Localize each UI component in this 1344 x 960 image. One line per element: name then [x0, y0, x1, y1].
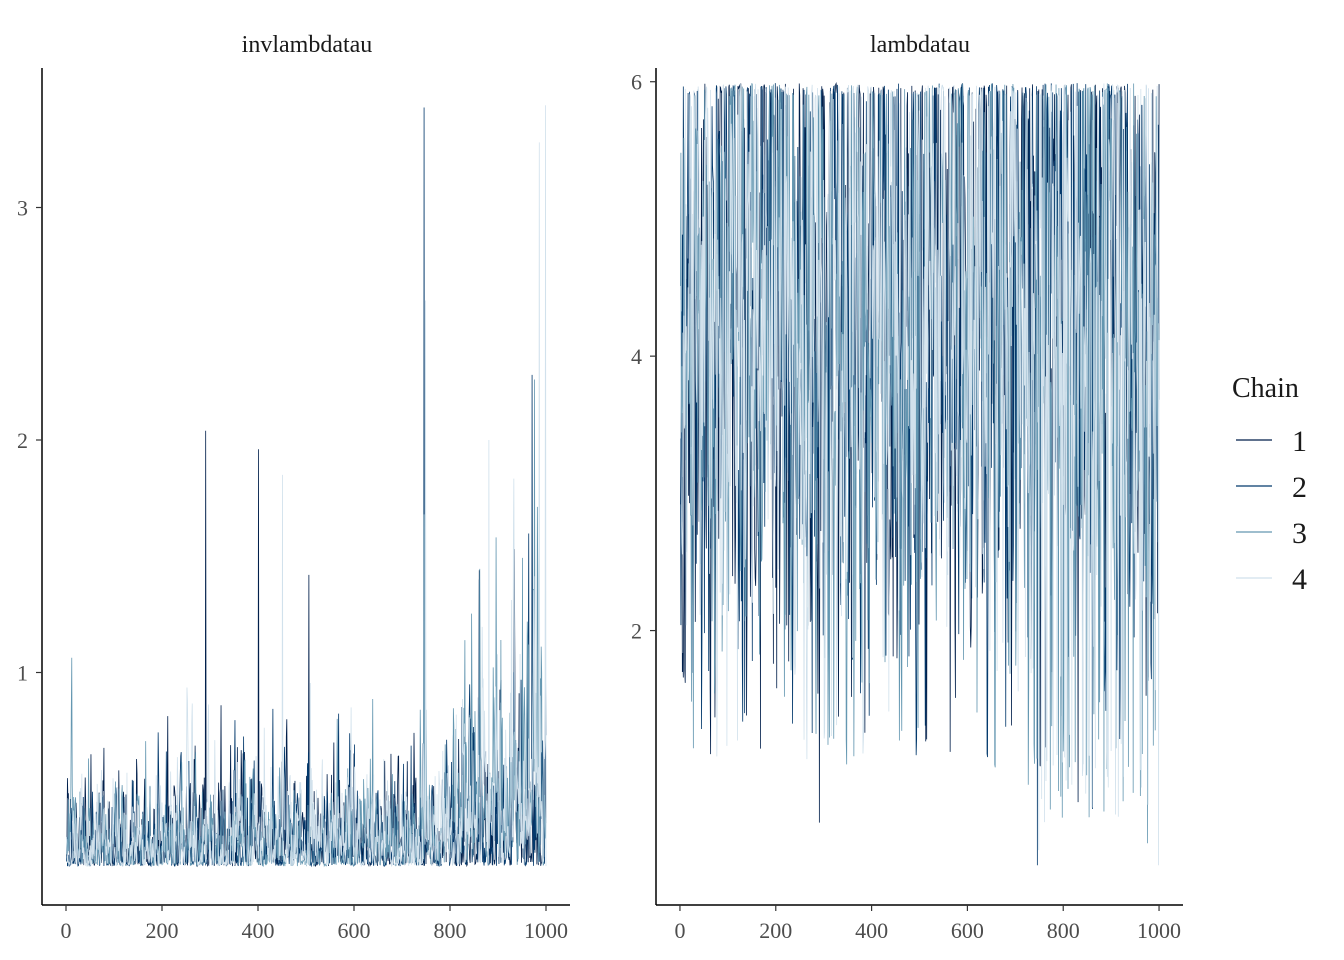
- y-tick-label: 1: [17, 661, 28, 686]
- x-tick-label: 0: [674, 918, 685, 943]
- chain-4-trace: [680, 83, 1160, 866]
- x-tick-label: 600: [951, 918, 984, 943]
- facet-title: lambdatau: [870, 32, 970, 58]
- legend-label-chain-3: 3: [1292, 517, 1307, 550]
- x-tick-label: 200: [146, 918, 179, 943]
- axes: 0 200 400 600 800 1000 2 4 6: [631, 68, 1183, 943]
- chain-2-trace: [66, 107, 547, 868]
- x-tick-label: 0: [61, 918, 72, 943]
- trace-lines: [66, 105, 547, 868]
- chain-1-trace: [66, 430, 547, 868]
- y-tick-label: 6: [631, 70, 642, 95]
- trace-lines: [680, 82, 1160, 866]
- legend-title: Chain: [1232, 373, 1299, 404]
- facet-panel-invlambdatau: invlambdatau 0 200 400 600 800 1000 1 2 3: [17, 32, 570, 943]
- legend-label-chain-4: 4: [1292, 563, 1307, 596]
- x-tick-label: 200: [759, 918, 792, 943]
- y-tick-label: 4: [631, 344, 642, 369]
- legend-label-chain-2: 2: [1292, 471, 1307, 504]
- legend-label-chain-1: 1: [1292, 425, 1307, 458]
- x-tick-label: 600: [338, 918, 371, 943]
- y-tick-label: 2: [17, 428, 28, 453]
- y-tick-label: 2: [631, 619, 642, 644]
- facet-title: invlambdatau: [242, 32, 373, 58]
- legend: Chain 1 2 3 4: [1232, 373, 1307, 596]
- x-tick-label: 800: [434, 918, 467, 943]
- axes: 0 200 400 600 800 1000 1 2 3: [17, 68, 570, 943]
- chain-4-trace: [66, 105, 547, 868]
- facet-panel-lambdatau: lambdatau 0 200 400 600 800 1000 2 4 6: [631, 32, 1183, 943]
- y-tick-label: 3: [17, 196, 28, 221]
- x-tick-label: 1000: [524, 918, 568, 943]
- x-tick-label: 400: [855, 918, 888, 943]
- x-tick-label: 400: [242, 918, 275, 943]
- x-tick-label: 1000: [1137, 918, 1181, 943]
- x-tick-label: 800: [1047, 918, 1080, 943]
